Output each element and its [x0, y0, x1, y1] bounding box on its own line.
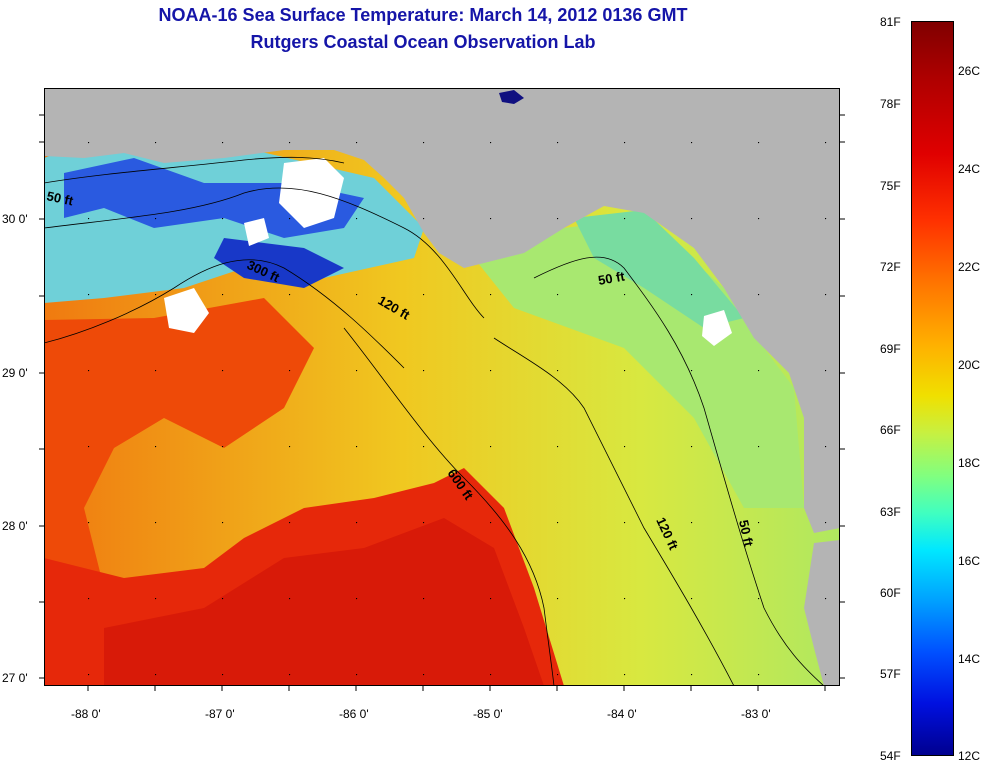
colorbar-c-label: 22C	[958, 260, 981, 274]
colorbar-f-label: 81F	[880, 15, 901, 29]
lat-label: 28 0'	[2, 519, 28, 533]
lat-label: 30 0'	[2, 212, 28, 226]
colorbar-c-label: 18C	[958, 456, 981, 470]
colorbar-c-label: 12C	[958, 749, 981, 763]
lon-label: -84 0'	[607, 707, 637, 721]
lon-label: -83 0'	[741, 707, 771, 721]
map-subtitle: Rutgers Coastal Ocean Observation Lab	[250, 32, 596, 52]
contour-label: 50 ft	[597, 268, 627, 288]
map-frame	[44, 88, 840, 686]
temperature-colorbar	[911, 21, 954, 756]
colorbar-c-label: 24C	[958, 162, 981, 176]
graticule	[44, 88, 840, 686]
colorbar-f-label: 78F	[880, 97, 901, 111]
sst-map-svg: 50 ft 300 ft 120 ft 50 ft 600 ft 120 ft …	[44, 88, 840, 686]
colorbar-c-label: 20C	[958, 358, 981, 372]
lon-label: -88 0'	[71, 707, 101, 721]
sst-map: 50 ft 300 ft 120 ft 50 ft 600 ft 120 ft …	[44, 88, 840, 686]
colorbar-f-label: 72F	[880, 260, 901, 274]
colorbar-c-label: 26C	[958, 64, 981, 78]
colorbar-f-label: 63F	[880, 505, 901, 519]
lon-label: -87 0'	[205, 707, 235, 721]
map-title: NOAA-16 Sea Surface Temperature: March 1…	[158, 5, 688, 25]
lon-label: -85 0'	[473, 707, 503, 721]
colorbar-c-label: 14C	[958, 652, 981, 666]
colorbar-f-label: 75F	[880, 179, 901, 193]
colorbar-c-label: 16C	[958, 554, 981, 568]
colorbar-f-label: 60F	[880, 586, 901, 600]
colorbar-f-label: 57F	[880, 667, 901, 681]
lat-label: 27 0'	[2, 671, 28, 685]
contour-label: 50 ft	[45, 188, 75, 208]
colorbar-f-label: 66F	[880, 423, 901, 437]
lat-label: 29 0'	[2, 366, 28, 380]
colorbar-f-label: 69F	[880, 342, 901, 356]
colorbar-f-label: 54F	[880, 749, 901, 763]
lon-label: -86 0'	[339, 707, 369, 721]
contour-label: 50 ft	[736, 519, 756, 549]
